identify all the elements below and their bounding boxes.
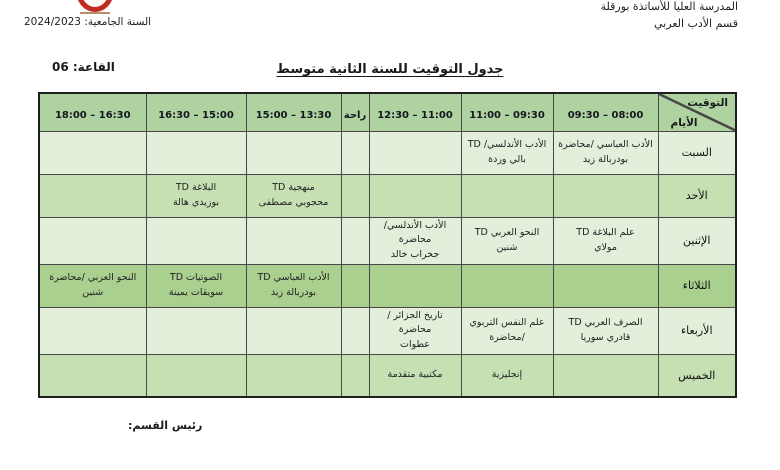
department-head-signature: رئيس القسم: [128,419,203,432]
schedule-cell [368,263,462,308]
institution-header: المدرسة العليا للأساتذة بورقلة قسم الأدب… [601,0,738,32]
row-thursday: الخميس إنجليزية مكتبية متقدمة [38,353,737,398]
schedule-cell: الأدب العباسي TD بودربالة زيد [245,263,342,308]
schedule-cell [38,130,147,175]
schedule-cell: علم البلاغة TD مولاي [552,216,659,265]
schedule-cell: مكتبية متقدمة [368,353,462,398]
time-slot-header: 11:00 – 09:30 [460,92,554,132]
diagonal-divider [659,94,736,131]
break-cell [340,306,370,355]
day-cell: الإثنين [657,216,737,265]
schedule-cell [245,130,342,175]
schedule-cell [145,216,247,265]
time-slot-header: 16:30 – 15:00 [145,92,247,132]
schedule-cell: الصوتيات TD سويقات يمينة [145,263,247,308]
logo-seal-icon [76,0,114,12]
break-cell [340,173,370,218]
schedule-cell [552,353,659,398]
day-cell: السبت [657,130,737,175]
row-sunday: الأحد منهجية TD محجوبي مصطفى البلاغة TD بو… [38,173,737,218]
schedule-cell: الأدب الأندلسي/ TD بالي وردة [460,130,554,175]
schedule-cell [145,353,247,398]
corner-label-time: التوقيت [687,97,728,109]
schedule-cell [38,173,147,218]
schedule-cell [552,173,659,218]
schedule-cell [245,353,342,398]
schedule-cell: منهجية TD محجوبي مصطفى [245,173,342,218]
break-header: راحة [340,92,370,132]
department-name: قسم الأدب العربي [654,17,738,30]
schedule-cell [552,263,659,308]
schedule-cell: علم النفس التربوي/محاضرة [460,306,554,355]
corner-cell: التوقيت الأيام [657,92,737,132]
break-cell [340,216,370,265]
schedule-cell: الأدب الأندلسي/ محاضرة جخراب خالد [368,216,462,265]
school-logo-partial [74,0,118,15]
time-slot-header: 12:30 – 11:00 [368,92,462,132]
logo-band [80,12,110,14]
schedule-cell [245,306,342,355]
schedule-cell: تاريخ الجزائر /محاضرة عطوات [368,306,462,355]
schedule-cell [460,173,554,218]
school-name: المدرسة العليا للأساتذة بورقلة [600,0,738,13]
schedule-cell: الأدب العباسي /محاضرة بودربالة زيد [552,130,659,175]
time-slot-header: 09:30 – 08:00 [552,92,659,132]
break-cell [340,130,370,175]
timetable: التوقيت الأيام 09:30 – 08:00 11:00 – 09:… [38,92,737,399]
schedule-cell [245,216,342,265]
schedule-cell [38,216,147,265]
row-wednesday: الأربعاء الصرف العربي TD قادري سوريا علم … [38,306,737,355]
schedule-cell: النحو العربي /محاضرة شنين [38,263,147,308]
time-slot-header: 15:00 – 13:30 [245,92,342,132]
schedule-cell [145,306,247,355]
schedule-cell [460,263,554,308]
room-label: القاعة: 06 [52,60,115,74]
schedule-cell [38,353,147,398]
schedule-cell [145,130,247,175]
schedule-cell [368,130,462,175]
academic-year: السنة الجامعية: 2024/2023 [24,16,152,28]
break-cell [340,353,370,398]
day-cell: الثلاثاء [657,263,737,308]
page-title: جدول التوقيت للسنة الثانية متوسط [276,62,504,77]
break-cell [340,263,370,308]
schedule-cell: إنجليزية [460,353,554,398]
schedule-cell: النحو العربي TD شنين [460,216,554,265]
day-cell: الأربعاء [657,306,737,355]
schedule-cell [368,173,462,218]
schedule-cell [38,306,147,355]
row-monday: الإثنين علم البلاغة TD مولاي النحو العربي… [38,216,737,265]
time-header-row: التوقيت الأيام 09:30 – 08:00 11:00 – 09:… [38,92,737,132]
corner-label-days: الأيام [670,116,698,129]
day-cell: الخميس [657,353,737,398]
row-tuesday: الثلاثاء الأدب العباسي TD بودربالة زيد ال… [38,263,737,308]
schedule-cell: الصرف العربي TD قادري سوريا [552,306,659,355]
row-saturday: السبت الأدب العباسي /محاضرة بودربالة زيد … [38,130,737,175]
time-slot-header: 18:00 – 16:30 [38,92,147,132]
day-cell: الأحد [657,173,737,218]
schedule-cell: البلاغة TD بوزيدي هالة [145,173,247,218]
